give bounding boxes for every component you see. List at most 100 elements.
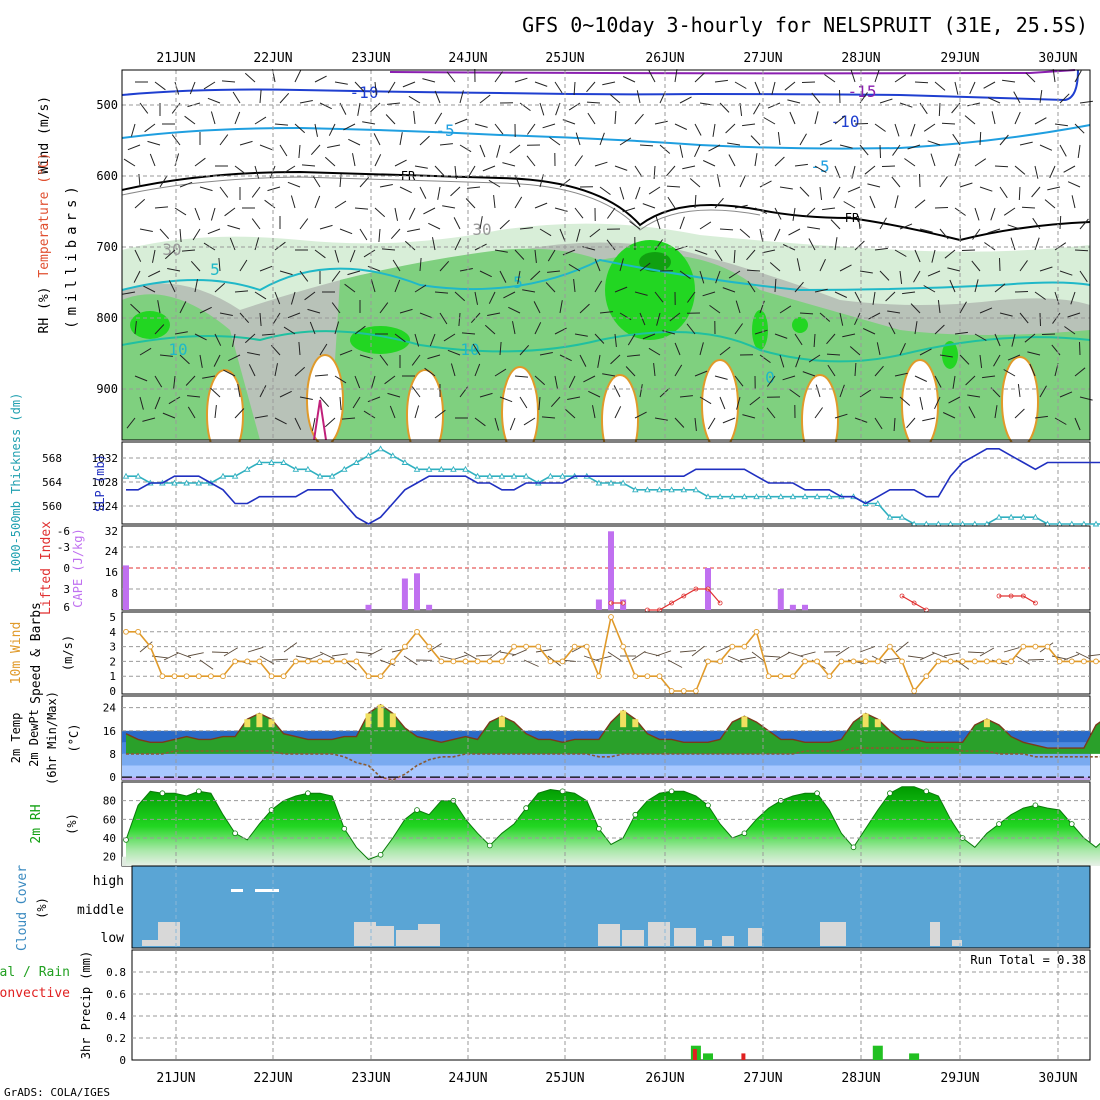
wind-barb xyxy=(298,341,301,356)
temp-peak xyxy=(244,719,251,728)
wind-barb xyxy=(874,69,880,83)
wind-barb xyxy=(157,300,161,314)
wind-barb xyxy=(234,290,249,293)
thickness-marker xyxy=(219,472,227,479)
wind-barb xyxy=(202,375,216,379)
wind-barb xyxy=(488,291,496,304)
precip-y-tick-label: 0.4 xyxy=(106,1010,126,1023)
cape-bar xyxy=(595,599,602,610)
wind-barb xyxy=(1034,415,1048,419)
cloud-level-label: middle xyxy=(77,903,124,918)
wind-barb-small xyxy=(1027,658,1045,661)
wind-barb xyxy=(347,270,361,276)
wind-barb xyxy=(954,331,968,335)
wind-barb xyxy=(194,207,201,221)
wind-barb xyxy=(424,367,436,377)
wind-barb xyxy=(766,407,776,419)
wind-barb xyxy=(173,375,176,389)
thickness-marker xyxy=(595,479,603,486)
wind-barb xyxy=(972,228,981,240)
wind-barb xyxy=(287,181,301,188)
wind-barb xyxy=(493,195,496,209)
wind-barb xyxy=(874,365,884,377)
temp-y-tick-label: 0 xyxy=(109,771,116,784)
wind-speed-marker xyxy=(208,673,214,680)
wind-speed-marker xyxy=(850,658,857,665)
rh-marker xyxy=(850,844,857,851)
wind-speed-marker xyxy=(523,643,529,650)
wind-barb xyxy=(722,287,736,293)
wind-barb xyxy=(439,312,448,325)
thickness-marker xyxy=(995,513,1003,520)
wind-speed-marker xyxy=(971,658,978,665)
wind-barb xyxy=(514,375,529,378)
wind-barb xyxy=(154,375,163,388)
thickness-marker xyxy=(341,465,348,472)
wind-barb xyxy=(782,375,796,381)
wind-barb xyxy=(708,144,721,152)
cape-y-ticks: -6 -3 0 3 6 32 24 16 8 xyxy=(57,525,119,614)
wind-barb xyxy=(910,123,916,137)
wind-barb xyxy=(1007,354,1021,361)
wind-barb xyxy=(734,323,744,335)
wind-barb xyxy=(1074,123,1085,134)
precip-y-ticks: 0.8 0.6 0.4 0.2 0 xyxy=(106,966,126,1067)
wind-barb xyxy=(294,366,306,377)
wind-barb xyxy=(874,417,883,430)
wind-barb xyxy=(1011,333,1016,347)
wind-barb xyxy=(319,224,333,230)
rh-marker xyxy=(486,842,493,849)
wind-barb xyxy=(487,312,501,316)
thickness-marker xyxy=(389,452,397,459)
wind-barb xyxy=(639,384,643,398)
thickness-marker xyxy=(765,493,772,500)
wind-barb xyxy=(914,81,929,84)
wind-barb xyxy=(714,79,728,83)
wind-barb xyxy=(1017,384,1021,398)
wind-barb xyxy=(795,354,801,368)
wind-barb xyxy=(991,111,996,125)
thickness-marker xyxy=(716,493,724,500)
rh-y-tick-label: 20 xyxy=(103,851,116,864)
wind-barb-small xyxy=(835,646,850,657)
wind-barb xyxy=(299,218,309,230)
wind-barb xyxy=(387,392,401,398)
wind-speed-marker xyxy=(280,673,287,680)
slp-y-tick-left: 564 xyxy=(42,476,62,489)
wind-barb xyxy=(254,237,260,251)
wind-barb xyxy=(267,186,281,192)
wind-barb xyxy=(762,249,776,254)
wind-barb xyxy=(754,153,758,167)
wind-barb xyxy=(746,249,756,261)
wind-barb xyxy=(514,77,528,83)
precip-panel: 0.8 0.6 0.4 0.2 0 Run Total = 0.38 Total / R… xyxy=(0,949,1091,1067)
wind-barb xyxy=(714,375,728,380)
wind-speed-marker xyxy=(195,673,202,680)
wind-barb xyxy=(130,303,141,314)
wind-barb xyxy=(519,344,530,356)
wind-barb xyxy=(144,123,156,133)
wind-speed-marker xyxy=(644,673,651,680)
wind-barb xyxy=(648,186,661,195)
temp-peak xyxy=(365,713,372,728)
precip-total-bar xyxy=(872,1045,883,1060)
wind-barb xyxy=(194,279,198,293)
wind-barb xyxy=(934,375,942,388)
wind-barb xyxy=(447,349,461,356)
wind-barb xyxy=(568,263,581,272)
wind-speed-marker xyxy=(717,658,723,665)
wind-barb xyxy=(467,165,476,178)
wind-speed-marker xyxy=(959,658,966,665)
precip-y-tick-label: 0.8 xyxy=(106,966,126,979)
wind-barb xyxy=(287,312,301,319)
wind-barb xyxy=(867,183,881,188)
precip-ylabel-b: Convective xyxy=(0,986,70,1001)
wind-barb-small xyxy=(667,659,683,668)
rh-marker xyxy=(414,807,420,813)
wind-barb xyxy=(993,354,1001,367)
wind-barb xyxy=(599,186,611,196)
wind-barb xyxy=(879,144,881,159)
wind-speed-marker xyxy=(426,643,432,650)
wind-barb xyxy=(722,417,736,424)
